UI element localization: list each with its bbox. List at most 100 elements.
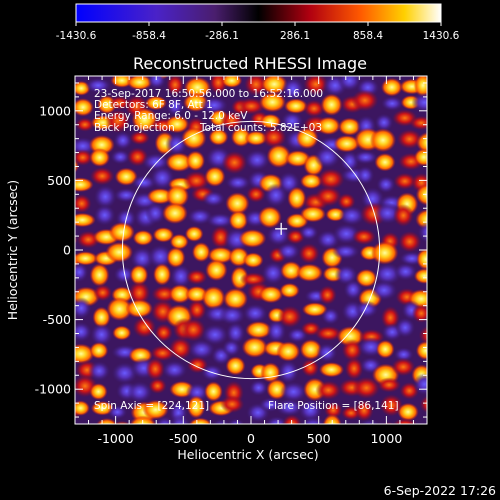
image-blob — [126, 76, 153, 90]
image-blob — [128, 280, 151, 305]
x-tick-label: 0 — [247, 431, 255, 446]
image-blob — [318, 285, 337, 305]
image-blob — [55, 57, 75, 75]
annotation-flare-position: Flare Position = [86,141] — [268, 400, 399, 412]
image-blob — [373, 263, 402, 285]
annotation-time: 23-Sep-2017 16:50:56.000 to 16:52:16.000 — [94, 88, 323, 100]
image-blob — [337, 76, 362, 92]
image-blob — [419, 395, 427, 414]
image-blob — [301, 358, 320, 377]
image-blob — [411, 92, 427, 113]
image-blob — [188, 417, 212, 424]
colorbar-tick-label: -858.4 — [132, 30, 166, 42]
image-blob — [433, 245, 460, 259]
image-blob — [419, 56, 443, 75]
image-blob — [75, 343, 95, 364]
image-blob — [435, 115, 461, 130]
image-blob — [222, 339, 241, 357]
image-blob — [258, 92, 287, 113]
image-blob — [228, 210, 249, 231]
x-tick-label: -1000 — [97, 431, 133, 446]
x-tick-label: 1000 — [370, 431, 402, 446]
image-blob — [318, 362, 345, 378]
image-blob — [75, 98, 94, 117]
image-blob — [230, 127, 252, 147]
image-blob — [277, 305, 303, 328]
image-blob — [315, 380, 342, 400]
image-blob — [113, 131, 133, 150]
image-blob — [417, 221, 427, 244]
image-blob — [374, 113, 394, 132]
image-blob — [265, 416, 288, 424]
image-blob — [337, 193, 356, 210]
image-blob — [130, 246, 155, 271]
image-pattern — [54, 56, 461, 439]
image-blob — [185, 382, 209, 402]
image-blob — [183, 76, 212, 98]
image-blob — [75, 117, 95, 132]
image-blob — [242, 252, 264, 268]
image-blob — [374, 153, 396, 172]
image-blob — [75, 400, 90, 416]
image-blob — [106, 297, 133, 321]
image-blob — [338, 205, 365, 226]
image-blob — [379, 394, 403, 417]
image-blob — [276, 341, 301, 362]
image-blob — [413, 373, 427, 396]
image-blob — [377, 377, 401, 393]
image-blob — [227, 418, 245, 424]
colorbar-tick-label: 286.1 — [280, 30, 310, 42]
image-blob — [204, 166, 226, 187]
y-tick-label: 1000 — [39, 103, 71, 118]
colorbar-tick-label: -1430.6 — [56, 30, 97, 42]
image-blob — [266, 144, 291, 169]
image-blob — [129, 264, 149, 286]
image-blob — [259, 113, 282, 129]
image-blob — [246, 420, 261, 424]
image-blob — [371, 241, 399, 265]
image-blob — [147, 244, 174, 269]
image-blob — [244, 149, 270, 171]
image-blob — [322, 413, 342, 424]
image-blob — [75, 371, 76, 378]
image-blob — [161, 360, 188, 380]
image-blob — [276, 242, 300, 261]
image-blob — [54, 341, 74, 356]
image-blob — [431, 62, 452, 76]
image-blob — [338, 117, 362, 136]
image-blob — [164, 115, 190, 134]
image-blob — [153, 263, 172, 286]
image-blob — [409, 115, 427, 131]
image-blob — [184, 226, 204, 242]
image-blob — [225, 192, 250, 215]
image-blob — [170, 264, 192, 289]
image-blob — [391, 57, 413, 72]
image-blob — [314, 326, 343, 341]
image-blob — [433, 150, 453, 173]
image-blob — [95, 418, 118, 424]
image-blob — [437, 417, 456, 433]
image-blob — [321, 307, 340, 325]
image-blob — [394, 262, 418, 281]
image-blob — [70, 425, 90, 439]
image-blob — [75, 235, 78, 245]
image-blob — [218, 305, 246, 325]
image-blob — [152, 227, 175, 243]
image-blob — [282, 414, 302, 424]
image-blob — [420, 423, 427, 424]
image-blob — [353, 150, 378, 165]
image-blob — [168, 284, 192, 304]
image-blob — [75, 262, 89, 283]
image-blob — [356, 165, 375, 185]
image-blob — [295, 127, 319, 150]
image-blob — [242, 303, 268, 323]
image-blob — [212, 418, 230, 424]
image-blob — [245, 321, 272, 339]
image-blob — [166, 96, 185, 117]
image-blob — [352, 228, 376, 245]
image-blob — [180, 318, 206, 342]
image-blob — [132, 230, 154, 246]
image-blob — [299, 225, 319, 240]
image-blob — [397, 402, 419, 421]
image-blob — [351, 89, 379, 112]
